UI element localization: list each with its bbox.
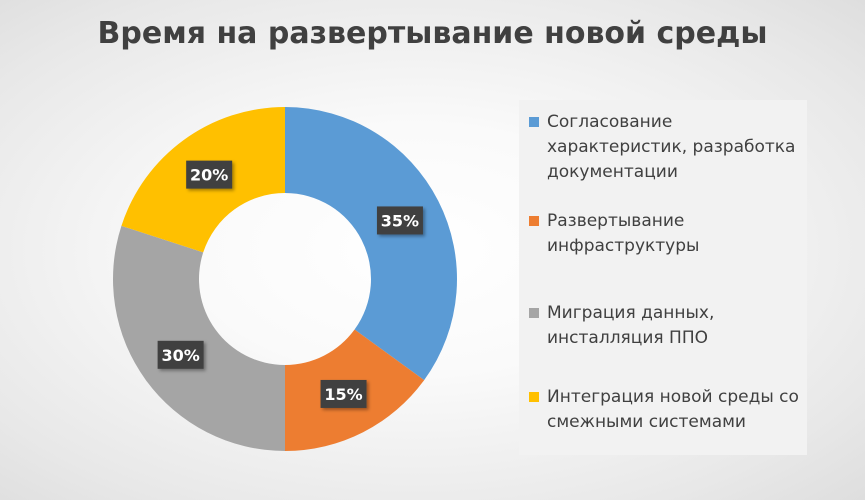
- legend-item[interactable]: Согласование характеристик, разработка д…: [529, 110, 799, 185]
- data-label-1: 15%: [320, 379, 367, 408]
- legend-item[interactable]: Развертывание инфраструктуры: [529, 209, 799, 259]
- legend-swatch-0: [529, 117, 539, 127]
- legend-item[interactable]: Миграция данных, инсталляция ППО: [529, 301, 799, 351]
- legend-label: Интеграция новой среды со смежными систе…: [547, 387, 799, 432]
- donut-slice-2[interactable]: [112, 225, 285, 451]
- legend-swatch-1: [529, 216, 539, 226]
- svg-text:30%: 30%: [161, 346, 199, 365]
- data-label-3: 20%: [186, 160, 233, 189]
- svg-text:15%: 15%: [324, 385, 362, 404]
- legend-swatch-2: [529, 308, 539, 318]
- legend-item[interactable]: Интеграция новой среды со смежными систе…: [529, 385, 799, 435]
- svg-text:35%: 35%: [381, 211, 419, 230]
- legend-label: Согласование характеристик, разработка д…: [547, 112, 796, 182]
- data-label-2: 30%: [157, 340, 204, 369]
- chart-title: Время на развертывание новой среды: [97, 16, 768, 51]
- legend-swatch-3: [529, 392, 539, 402]
- legend: Согласование характеристик, разработка д…: [519, 100, 807, 455]
- donut-slice-0[interactable]: [285, 107, 457, 381]
- svg-text:20%: 20%: [190, 166, 228, 185]
- data-label-0: 35%: [376, 206, 423, 235]
- legend-label: Миграция данных, инсталляция ППО: [547, 303, 715, 348]
- legend-label: Развертывание инфраструктуры: [547, 211, 700, 256]
